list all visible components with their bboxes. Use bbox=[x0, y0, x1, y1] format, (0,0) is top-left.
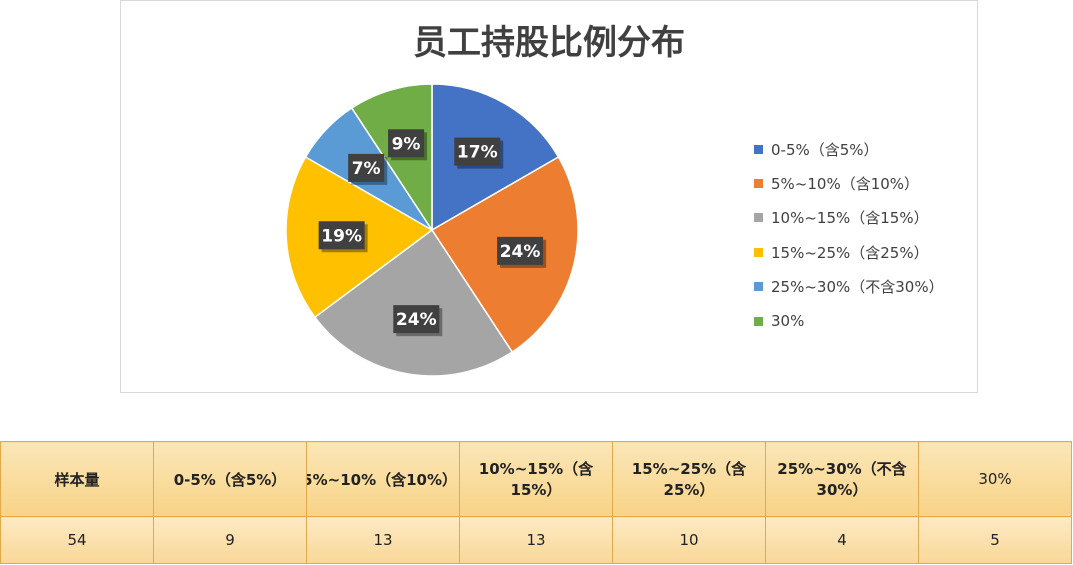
value-cell-5-10: 13 bbox=[306, 516, 460, 564]
legend-label: 5%~10%（含10%） bbox=[771, 175, 920, 194]
data-label-2: 24% bbox=[393, 305, 443, 337]
data-label-4: 7% bbox=[348, 153, 388, 185]
legend-swatch bbox=[754, 247, 763, 257]
chart-title: 员工持股比例分布 bbox=[413, 23, 685, 63]
legend-swatch bbox=[754, 144, 763, 154]
data-label-1: 24% bbox=[497, 236, 547, 268]
table-header-row: 样本量 0-5%（含5%） 5%~10%（含10%） 10%~15%（含15%）… bbox=[0, 441, 1072, 517]
legend-item-4: 25%~30%（不含30%） bbox=[754, 270, 944, 304]
value-cell-15-25: 10 bbox=[612, 516, 766, 564]
legend-swatch bbox=[754, 213, 763, 223]
header-cell-15-25: 15%~25%（含25%） bbox=[612, 441, 766, 517]
svg-text:19%: 19% bbox=[321, 226, 362, 246]
data-label-5: 9% bbox=[388, 129, 428, 161]
header-cell-5-10: 5%~10%（含10%） bbox=[306, 441, 460, 517]
legend-item-2: 10%~15%（含15%） bbox=[754, 201, 944, 235]
table-value-row: 54 9 13 13 10 4 5 bbox=[0, 516, 1072, 564]
legend-swatch bbox=[754, 179, 763, 189]
pie-slice-2 bbox=[313, 228, 514, 377]
header-cell-10-15: 10%~15%（含15%） bbox=[459, 441, 613, 517]
legend-label: 25%~30%（不含30%） bbox=[771, 278, 944, 297]
header-cell-25-30: 25%~30%（不含30%） bbox=[765, 441, 919, 517]
value-cell-10-15: 13 bbox=[459, 516, 613, 564]
legend-swatch bbox=[754, 282, 763, 292]
data-label-3: 19% bbox=[318, 221, 368, 253]
value-cell-30: 5 bbox=[918, 516, 1072, 564]
chart-legend: 0-5%（含5%） 5%~10%（含10%） 10%~15%（含15%） 15%~25… bbox=[754, 132, 944, 338]
svg-text:9%: 9% bbox=[392, 134, 421, 154]
svg-text:17%: 17% bbox=[457, 143, 498, 163]
legend-item-1: 5%~10%（含10%） bbox=[754, 166, 944, 200]
pie-chart: 17% 24% 24% 19% 7% 9% bbox=[285, 83, 579, 377]
legend-item-3: 15%~25%（含25%） bbox=[754, 235, 944, 269]
chart-area: 员工持股比例分布 17% 24% 24% 19% 7% 9% 0-5%（含5%） 5%~10… bbox=[120, 0, 978, 393]
header-cell-0-5: 0-5%（含5%） bbox=[153, 441, 307, 517]
legend-swatch bbox=[754, 316, 763, 326]
value-cell-0-5: 9 bbox=[153, 516, 307, 564]
legend-label: 15%~25%（含25%） bbox=[771, 243, 929, 262]
header-cell-sample: 样本量 bbox=[0, 441, 154, 517]
legend-label: 10%~15%（含15%） bbox=[771, 209, 929, 228]
svg-text:24%: 24% bbox=[396, 310, 437, 330]
value-cell-sample: 54 bbox=[0, 516, 154, 564]
data-label-0: 17% bbox=[454, 137, 504, 169]
legend-label: 30% bbox=[771, 312, 805, 331]
legend-label: 0-5%（含5%） bbox=[771, 140, 879, 159]
svg-text:7%: 7% bbox=[352, 159, 381, 179]
svg-text:24%: 24% bbox=[500, 242, 541, 262]
header-cell-30: 30% bbox=[918, 441, 1072, 517]
data-table: 样本量 0-5%（含5%） 5%~10%（含10%） 10%~15%（含15%）… bbox=[0, 441, 1072, 564]
value-cell-25-30: 4 bbox=[765, 516, 919, 564]
legend-item-0: 0-5%（含5%） bbox=[754, 132, 944, 166]
legend-item-5: 30% bbox=[754, 304, 944, 338]
